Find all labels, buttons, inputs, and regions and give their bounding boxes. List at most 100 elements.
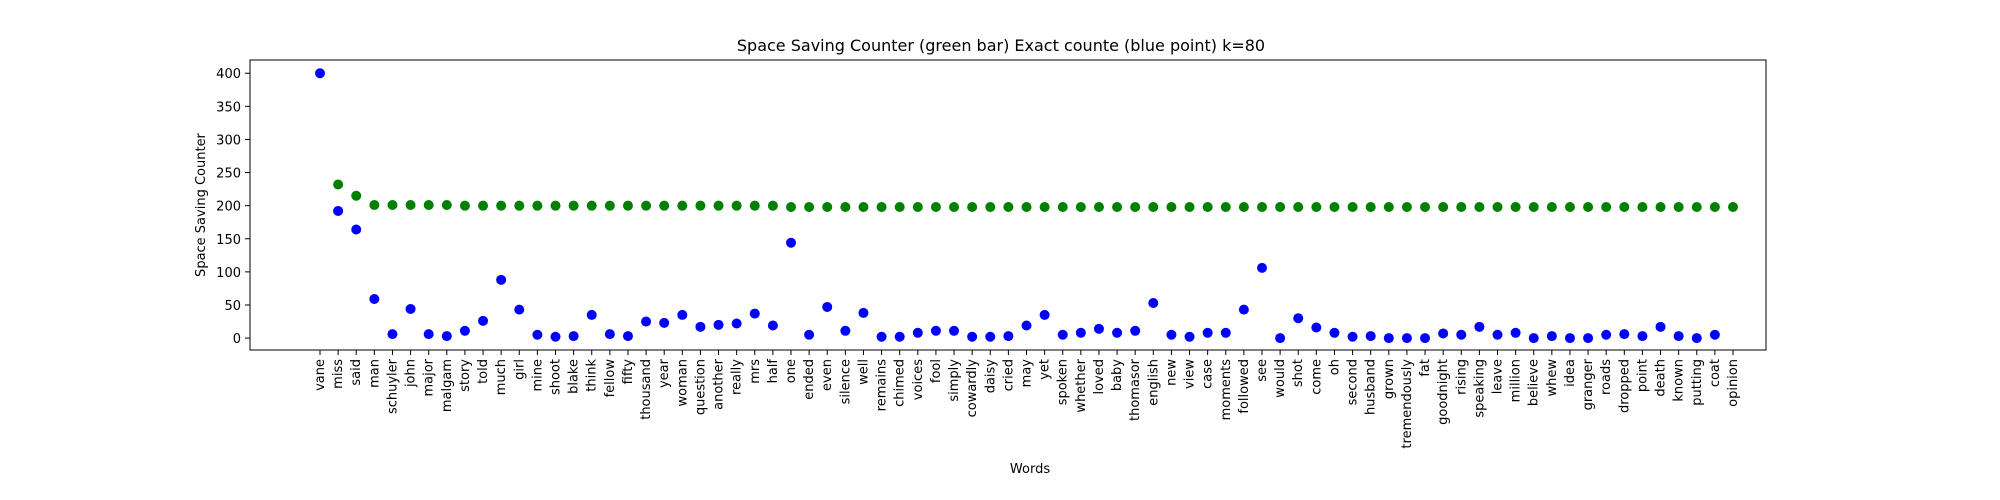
x-tick-label: death [1654,359,1669,397]
space-saving-point [1365,201,1376,212]
space-saving-point [659,200,670,211]
x-tick-label: moments [1219,359,1234,421]
space-saving-point [1021,201,1032,212]
space-saving-point [1492,201,1503,212]
space-saving-point [749,200,760,211]
exact-count-point [1601,329,1612,340]
x-tick-label: much [494,359,509,395]
x-tick-label: remains [875,359,890,412]
x-tick-label: miss [331,359,346,389]
exact-count-point [1673,331,1684,342]
x-tick-label: really [730,359,745,395]
space-saving-point [568,200,579,211]
x-tick-label: think [585,359,600,392]
space-saving-point [1184,201,1195,212]
exact-count-point [1238,304,1249,315]
exact-count-point [568,331,579,342]
x-tick-label: granger [1581,358,1596,410]
exact-count-point [677,309,688,320]
x-tick-label: dropped [1617,359,1632,413]
exact-count-point [1564,333,1575,344]
exact-count-point [478,315,489,326]
exact-count-point [1365,331,1376,342]
exact-count-point [985,331,996,342]
x-tick-label: fat [1418,359,1433,377]
exact-count-point [1112,327,1123,338]
x-tick-label: english [1146,359,1161,406]
exact-count-point [731,318,742,329]
x-tick-label: voices [911,359,926,400]
exact-count-point [550,331,561,342]
exact-count-point [1474,321,1485,332]
exact-count-point [1383,333,1394,344]
space-saving-point [1166,201,1177,212]
space-saving-point [1420,201,1431,212]
x-tick-label: simply [947,359,962,402]
space-saving-point [1238,201,1249,212]
space-saving-point [1075,201,1086,212]
exact-count-point [423,329,434,340]
x-tick-label: rising [1454,359,1469,395]
exact-count-point [1583,333,1594,344]
x-tick-label: girl [512,359,527,380]
space-saving-point [1438,201,1449,212]
exact-count-point [912,327,923,338]
x-tick-label: leave [1491,359,1506,394]
x-tick-label: schuyler [385,358,400,414]
space-saving-point [1673,201,1684,212]
space-saving-point [858,201,869,212]
exact-count-point [695,321,706,332]
x-tick-label: whew [1545,359,1560,397]
x-tick-label: chimed [893,359,908,407]
exact-count-point [876,331,887,342]
space-saving-point [1637,201,1648,212]
space-saving-point [514,200,525,211]
exact-count-point [786,237,796,248]
space-saving-point [1546,201,1557,212]
x-tick-label: spoken [1056,359,1071,405]
y-tick-label: 50 [224,299,241,314]
exact-count-point [840,325,851,336]
x-tick-label: putting [1690,359,1705,406]
y-tick-label: 150 [216,233,241,248]
exact-count-point [1130,325,1141,336]
space-saving-point [641,200,652,211]
x-tick-label: baby [1110,359,1125,391]
space-saving-point [1510,201,1521,212]
x-tick-label: fellow [603,359,618,398]
exact-count-point [622,331,633,342]
x-tick-label: major [422,358,437,396]
y-tick-label: 300 [216,133,241,148]
x-tick-label: grown [1382,359,1397,399]
space-saving-point [1601,201,1612,212]
space-saving-point [1112,201,1123,212]
space-saving-point [1383,201,1394,212]
x-tick-label: half [766,359,781,384]
x-tick-label: silence [838,359,853,404]
exact-count-point [1257,262,1267,273]
x-tick-label: new [1164,359,1179,386]
x-tick-label: known [1672,359,1687,402]
exact-count-point [641,316,652,327]
exact-count-point [949,325,960,336]
exact-count-point [659,317,670,328]
exact-count-point [604,329,615,340]
space-saving-point [1655,201,1666,212]
x-tick-label: malgam [440,359,455,412]
space-saving-point [1148,201,1159,212]
space-saving-point [695,200,706,211]
x-tick-label: coat [1708,359,1723,387]
x-tick-label: would [1273,359,1288,398]
space-saving-point [1401,201,1412,212]
exact-count-point [1546,331,1557,342]
x-tick-label: come [1309,359,1324,395]
x-tick-label: view [1183,359,1198,389]
x-tick-label: story [458,359,473,392]
exact-count-point [532,329,543,340]
x-tick-label: told [476,359,491,384]
y-tick-label: 250 [216,167,241,182]
space-saving-point [423,200,434,210]
space-saving-point [1347,201,1358,212]
exact-count-point [930,325,941,336]
